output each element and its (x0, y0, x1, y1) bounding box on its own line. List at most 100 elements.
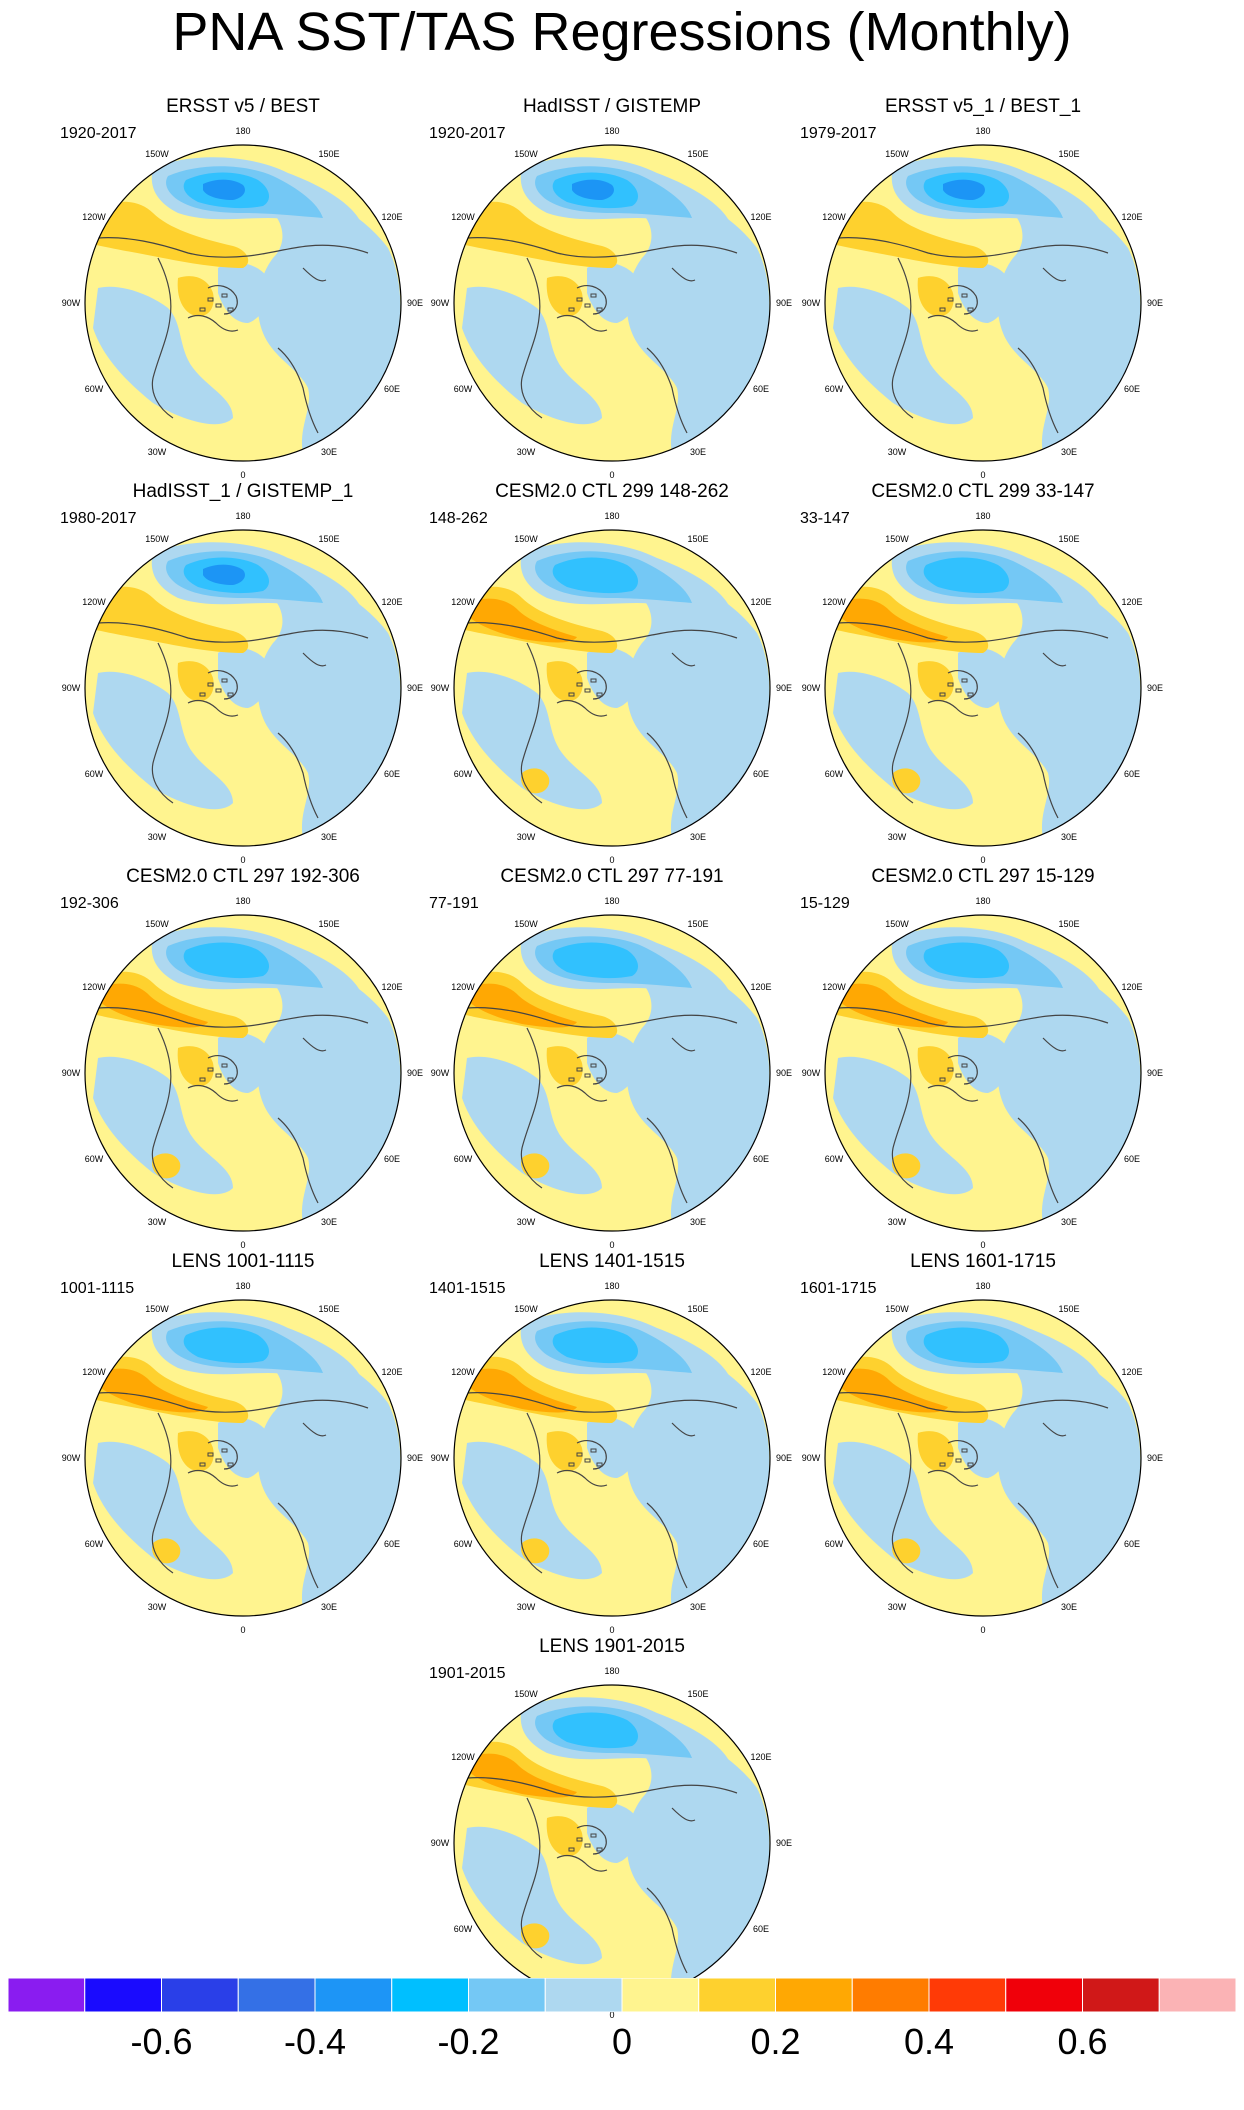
panel-title: HadISST_1 / GISTEMP_1 (132, 481, 354, 502)
island-outline (215, 688, 222, 693)
longitude-label: 120W (451, 982, 475, 992)
longitude-label: 150E (687, 534, 708, 544)
longitude-label: 120E (750, 597, 771, 607)
longitude-label: 150E (318, 1304, 339, 1314)
longitude-label: 30E (690, 832, 706, 842)
longitude-label: 90E (407, 1453, 423, 1463)
coastline (947, 670, 978, 700)
longitude-label: 120W (82, 212, 106, 222)
longitude-label: 90W (802, 298, 821, 308)
polar-map: 180 150E 120E 90E 60E 30E 0 30W 60W 90W 120W 150W (62, 1281, 423, 1633)
island-outline (939, 1462, 946, 1467)
negative-anomaly-region (833, 1441, 973, 1580)
panel-period: 1920-2017 (429, 125, 506, 142)
coastline (556, 314, 608, 332)
longitude-label: 150E (318, 534, 339, 544)
longitude-label: 60W (825, 384, 844, 394)
panel-title: LENS 1001-1115 (171, 1251, 315, 1272)
island-outline (227, 692, 234, 697)
island-outline (199, 1077, 206, 1082)
longitude-label: 180 (604, 896, 619, 906)
longitude-label: 90W (802, 1068, 821, 1078)
longitude-label: 30W (148, 1217, 167, 1227)
coastline (576, 1440, 607, 1470)
panel-period: 1401-1515 (429, 1280, 506, 1297)
panel-period: 15-129 (800, 895, 850, 912)
colorbar-swatch (621, 1978, 700, 2012)
longitude-label: 90W (802, 683, 821, 693)
negative-anomaly-core (552, 557, 639, 594)
negative-anomaly-region (626, 948, 770, 1223)
island-outline (590, 678, 597, 683)
island-outline (584, 1843, 591, 1848)
longitude-label: 90W (62, 1068, 81, 1078)
panel-period: 1601-1715 (800, 1280, 877, 1297)
longitude-label: 90E (776, 1068, 792, 1078)
coastline (520, 1027, 543, 1189)
longitude-label: 150W (885, 534, 909, 544)
positive-anomaly-region (88, 586, 249, 653)
longitude-label: 60E (384, 1154, 400, 1164)
coastline (646, 1502, 688, 1589)
longitude-label: 60E (753, 1154, 769, 1164)
longitude-label: 120W (451, 1752, 475, 1762)
colorbar-labels: -0.6 -0.4 -0.2 0 0.2 0.4 0.6 (0, 2022, 1244, 2082)
longitude-label: 0 (240, 855, 245, 863)
positive-anomaly-region (892, 1538, 921, 1564)
coastline (277, 1117, 319, 1204)
map-border (453, 914, 771, 1232)
longitude-label: 30E (1061, 1602, 1077, 1612)
negative-anomaly-core (552, 1712, 639, 1749)
positive-anomaly-region (152, 1538, 181, 1564)
longitude-label: 150W (514, 534, 538, 544)
colorbar-swatch (1005, 1978, 1083, 2012)
negative-anomaly-region (626, 178, 770, 453)
negative-anomaly-region (626, 1333, 770, 1608)
negative-anomaly-region (997, 563, 1141, 838)
longitude-label: 30E (690, 1602, 706, 1612)
island-outline (955, 303, 962, 308)
longitude-label: 60W (85, 384, 104, 394)
positive-anomaly-region (892, 1153, 921, 1179)
map-panel: HadISST_1 / GISTEMP_1 1980-2017 180 150E 120… (58, 481, 428, 863)
panel-title: ERSST v5_1 / BEST_1 (884, 96, 1082, 117)
panel-title: LENS 1401-1515 (539, 1251, 685, 1272)
island-outline (199, 307, 206, 312)
colorbar-label: 0 (611, 2021, 633, 2062)
island-outline (961, 1063, 968, 1068)
polar-map: 180 150E 120E 90E 60E 30E 0 30W 60W 90W 120W 150W (802, 1281, 1163, 1633)
island-outline (590, 293, 597, 298)
negative-anomaly-region (257, 563, 401, 838)
positive-anomaly-region (152, 1153, 181, 1179)
colorbar-swatch (84, 1978, 162, 2012)
longitude-label: 30W (148, 832, 167, 842)
negative-anomaly-region (997, 948, 1141, 1223)
coastline (520, 1797, 543, 1959)
map-border (84, 529, 402, 847)
negative-anomaly-region (462, 1441, 602, 1580)
coastline (837, 622, 1109, 643)
longitude-label: 0 (609, 855, 614, 863)
longitude-label: 90E (1147, 1068, 1163, 1078)
negative-anomaly-core (203, 179, 245, 200)
map-border (453, 1299, 771, 1617)
longitude-label: 120W (822, 982, 846, 992)
negative-anomaly-region (93, 671, 233, 810)
positive-anomaly-region (457, 201, 618, 268)
longitude-label: 120E (1121, 1367, 1142, 1377)
longitude-label: 30E (321, 1602, 337, 1612)
coastline (646, 347, 688, 434)
island-outline (207, 682, 214, 687)
colorbar-swatch (544, 1978, 623, 2012)
longitude-label: 150W (514, 919, 538, 929)
negative-anomaly-region (462, 286, 602, 425)
longitude-label: 60E (384, 384, 400, 394)
island-outline (967, 307, 974, 312)
negative-anomaly-region (93, 1441, 233, 1580)
longitude-label: 180 (235, 126, 250, 136)
longitude-label: 30E (321, 447, 337, 457)
coastline (1042, 652, 1067, 667)
longitude-label: 90W (431, 298, 450, 308)
coastline (466, 1007, 738, 1028)
